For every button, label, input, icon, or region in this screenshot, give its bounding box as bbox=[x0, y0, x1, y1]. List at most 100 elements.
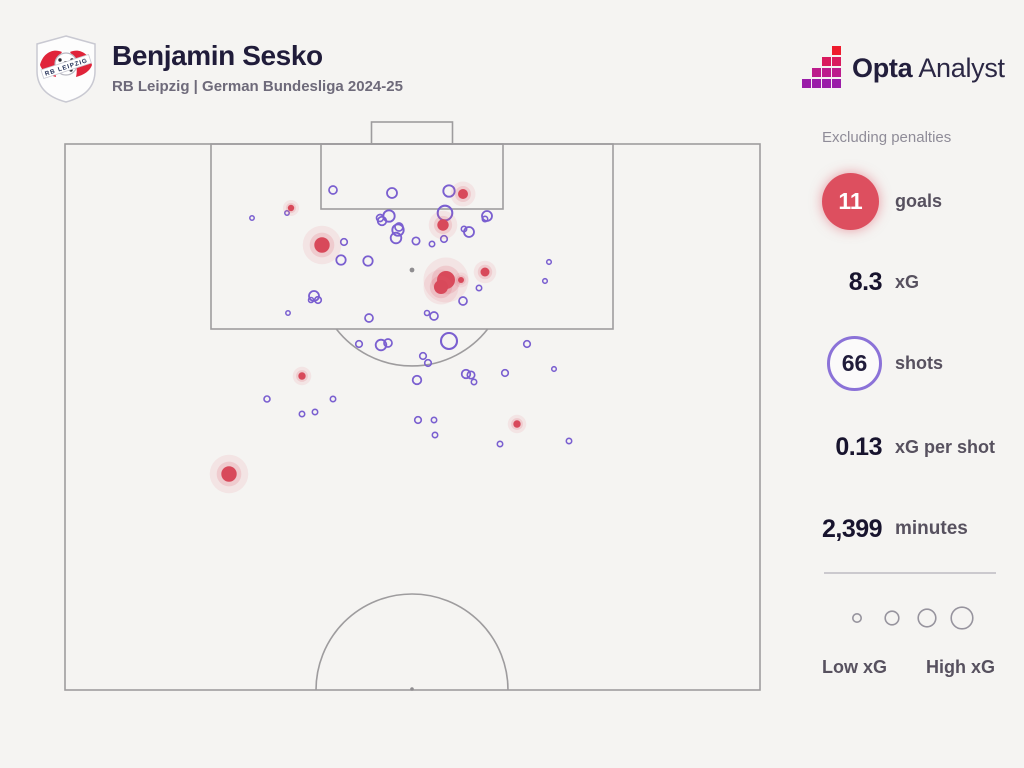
shot-marker bbox=[391, 223, 405, 237]
shots-value: 66 bbox=[841, 349, 868, 376]
shot-marker bbox=[311, 408, 319, 416]
shot-marker bbox=[466, 370, 476, 380]
shot-marker bbox=[411, 236, 421, 246]
shot-marker bbox=[413, 415, 423, 425]
shot-marker bbox=[418, 351, 428, 361]
goal-marker bbox=[428, 210, 458, 240]
shot-marker bbox=[298, 410, 306, 418]
shot-marker bbox=[545, 258, 553, 266]
goal-marker bbox=[209, 454, 249, 494]
goal-marker bbox=[429, 275, 453, 299]
xg-per-shot-label: xG per shot bbox=[895, 436, 996, 457]
centre-circle bbox=[315, 593, 509, 691]
shot-marker bbox=[394, 222, 404, 232]
shot-marker bbox=[328, 185, 338, 195]
shot-marker bbox=[428, 240, 436, 248]
header-titles: Benjamin Sesko RB Leipzig | German Bunde… bbox=[112, 40, 403, 95]
shot-marker bbox=[329, 395, 337, 403]
goal-marker bbox=[434, 280, 448, 294]
goal-marker bbox=[285, 202, 297, 214]
goal-marker bbox=[302, 225, 342, 265]
shot-marker bbox=[375, 213, 385, 223]
goal-marker bbox=[477, 264, 493, 280]
shot-marker bbox=[386, 187, 398, 199]
goal-marker bbox=[507, 414, 527, 434]
penalty-arc bbox=[335, 328, 489, 367]
shot-marker bbox=[475, 284, 483, 292]
shot-marker bbox=[436, 204, 454, 222]
shot-marker bbox=[335, 254, 347, 266]
goal-marker bbox=[423, 269, 459, 305]
goal-marker bbox=[473, 260, 497, 284]
shot-marker bbox=[383, 338, 393, 348]
goal-marker bbox=[450, 181, 476, 207]
penalty-spot bbox=[409, 267, 415, 273]
shot-marker bbox=[382, 209, 396, 223]
brand-word-opta: Opta bbox=[852, 52, 913, 83]
goal-marker bbox=[455, 186, 471, 202]
centre-spot bbox=[410, 687, 414, 691]
shot-marker bbox=[307, 296, 315, 304]
stat-row-xg: 8.3 xG bbox=[822, 267, 1012, 297]
shot-marker bbox=[460, 225, 468, 233]
shot-marker bbox=[470, 378, 478, 386]
goal-marker bbox=[437, 271, 455, 289]
stat-row-xg-per-shot: 0.13 xG per shot bbox=[822, 432, 1012, 462]
goals-value: 11 bbox=[838, 188, 863, 214]
shot-marker bbox=[565, 437, 573, 445]
stat-row-shots: 66 shots bbox=[822, 335, 1012, 391]
brand-wordmark: Opta Analyst bbox=[852, 53, 1005, 84]
shot-marker bbox=[423, 309, 431, 317]
shot-marker bbox=[439, 234, 449, 244]
shot-marker bbox=[460, 368, 472, 380]
shot-marker bbox=[308, 290, 320, 302]
rb-leipzig-crest-icon: RB LEIPZIG bbox=[36, 35, 96, 103]
goals-label: goals bbox=[895, 191, 943, 211]
goal-marker bbox=[283, 200, 299, 216]
legend-size-circle bbox=[950, 606, 974, 630]
goal-marker bbox=[458, 277, 464, 283]
pitch-lines bbox=[64, 121, 761, 691]
goal-marker bbox=[433, 215, 453, 235]
page-subtitle: RB Leipzig | German Bundesliga 2024-25 bbox=[112, 78, 403, 95]
brand-word-analyst: Analyst bbox=[918, 52, 1005, 83]
shot-marker bbox=[339, 237, 349, 247]
pitch-boundary bbox=[64, 143, 761, 691]
goal-marker bbox=[221, 466, 237, 482]
opta-pixel-stairs-icon bbox=[802, 46, 841, 88]
xg-label: xG bbox=[895, 271, 920, 292]
minutes-value: 2,399 bbox=[822, 514, 883, 543]
shot-marker bbox=[541, 277, 549, 285]
goal-marker bbox=[456, 275, 466, 285]
shot-marker bbox=[364, 313, 374, 323]
shot-marker bbox=[500, 368, 510, 378]
shot-marker bbox=[313, 295, 323, 305]
minutes-label: minutes bbox=[895, 518, 968, 539]
shot-marker bbox=[285, 310, 291, 316]
shot-marker bbox=[458, 296, 468, 306]
six-yard-box bbox=[320, 143, 504, 210]
goal-marker bbox=[458, 189, 468, 199]
shot-marker bbox=[522, 339, 532, 349]
shot-marker bbox=[354, 339, 364, 349]
shot-marker bbox=[442, 184, 456, 198]
legend-size-circle bbox=[917, 608, 937, 628]
legend-size-circle bbox=[884, 610, 900, 626]
goal-marker bbox=[296, 370, 308, 382]
shot-marker bbox=[362, 255, 374, 267]
sidebar-divider bbox=[824, 572, 996, 574]
goal-marker bbox=[480, 267, 490, 277]
goal-marker bbox=[216, 461, 242, 487]
shot-marker bbox=[423, 358, 433, 368]
goals-circle: 11 bbox=[822, 173, 879, 230]
shot-marker bbox=[429, 311, 439, 321]
shot-marker bbox=[496, 440, 504, 448]
goal-marker bbox=[309, 232, 335, 258]
shot-marker bbox=[481, 215, 489, 223]
page-title: Benjamin Sesko bbox=[112, 40, 323, 71]
goal-marker bbox=[287, 204, 295, 212]
goal-marker bbox=[423, 257, 469, 303]
shot-marker bbox=[431, 431, 439, 439]
shot-marker bbox=[284, 210, 290, 216]
